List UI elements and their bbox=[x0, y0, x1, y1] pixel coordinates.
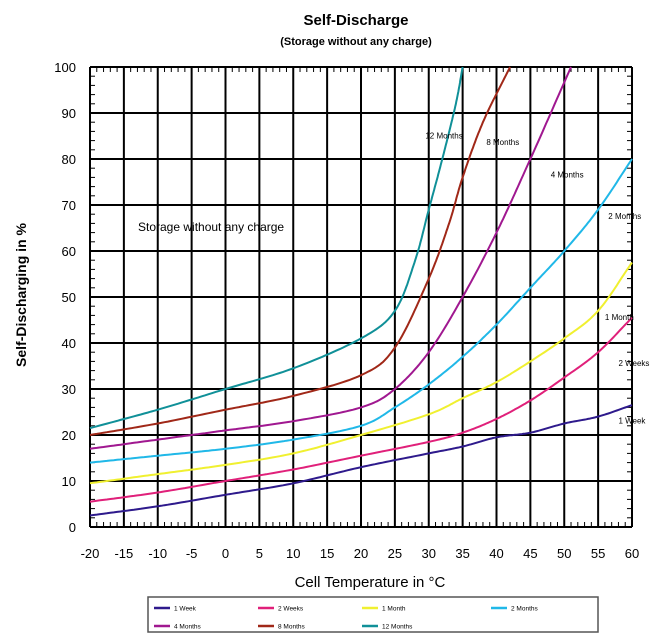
legend-entry-1-month: 1 Month bbox=[382, 606, 406, 613]
grid bbox=[89, 66, 633, 528]
chart-subtitle: (Storage without any charge) bbox=[280, 36, 432, 48]
x-tick-label: 10 bbox=[286, 546, 300, 561]
y-tick-label: 40 bbox=[62, 336, 76, 351]
y-tick-labels: 0 10 20 30 40 50 60 70 80 90 100 bbox=[54, 60, 76, 535]
x-tick-label: 30 bbox=[422, 546, 436, 561]
curve-label-12-months: 12 Months bbox=[425, 131, 462, 140]
x-tick-label: 20 bbox=[354, 546, 368, 561]
y-tick-label: 90 bbox=[62, 106, 76, 121]
x-tick-label: -5 bbox=[186, 546, 198, 561]
y-tick-label: 60 bbox=[62, 244, 76, 259]
y-tick-label: 0 bbox=[69, 520, 76, 535]
y-tick-label: 10 bbox=[62, 474, 76, 489]
x-tick-label: 50 bbox=[557, 546, 571, 561]
series-line-8-months bbox=[89, 66, 511, 436]
legend-entry-8-months: 8 Months bbox=[278, 624, 305, 631]
legend-entry-2-weeks: 2 Weeks bbox=[278, 606, 304, 613]
x-axis-label: Cell Temperature in °C bbox=[295, 574, 446, 591]
legend-entry-1-week: 1 Week bbox=[174, 606, 197, 613]
x-tick-label: 0 bbox=[222, 546, 229, 561]
curve-label-1-month: 1 Month bbox=[605, 313, 634, 322]
x-tick-label: 60 bbox=[625, 546, 639, 561]
series-line-2-weeks bbox=[89, 316, 633, 503]
x-tick-label: 15 bbox=[320, 546, 334, 561]
curve-labels: 12 Months 8 Months 4 Months 2 Months 1 Month… bbox=[425, 131, 649, 425]
x-tick-label: -15 bbox=[114, 546, 133, 561]
legend-entry-12-months: 12 Months bbox=[382, 624, 413, 631]
x-tick-label: 25 bbox=[388, 546, 402, 561]
y-tick-label: 100 bbox=[54, 60, 76, 75]
series-line-1-month bbox=[89, 261, 633, 485]
curve-label-2-weeks: 2 Weeks bbox=[618, 359, 649, 368]
legend: 1 Week 2 Weeks 1 Month 2 Months 4 Months 8 Mo… bbox=[147, 596, 599, 633]
x-tick-label: 45 bbox=[523, 546, 537, 561]
y-tick-label: 30 bbox=[62, 382, 76, 397]
x-tick-labels: -20 -15 -10 -5 0 5 10 15 20 25 30 35 40 45 50 55 60 bbox=[81, 546, 640, 561]
x-tick-label: 35 bbox=[455, 546, 469, 561]
x-tick-label: -10 bbox=[148, 546, 167, 561]
legend-entry-2-months: 2 Months bbox=[511, 606, 538, 613]
x-tick-label: 40 bbox=[489, 546, 503, 561]
x-tick-label: -20 bbox=[81, 546, 100, 561]
curve-label-4-months: 4 Months bbox=[551, 170, 584, 179]
storage-annotation: Storage without any charge bbox=[138, 220, 284, 234]
y-tick-label: 70 bbox=[62, 198, 76, 213]
series-line-4-months bbox=[89, 66, 572, 450]
series-line-1-week bbox=[89, 404, 633, 517]
curve-label-1-week: 1 Week bbox=[618, 417, 646, 426]
legend-entry-4-months: 4 Months bbox=[174, 624, 201, 631]
y-tick-label: 50 bbox=[62, 290, 76, 305]
series-lines bbox=[89, 66, 633, 517]
x-tick-label: 5 bbox=[256, 546, 263, 561]
chart-title: Self-Discharge bbox=[303, 12, 408, 29]
x-tick-label: 55 bbox=[591, 546, 605, 561]
series-line-2-months bbox=[89, 158, 633, 464]
curve-label-2-months: 2 Months bbox=[608, 212, 641, 221]
y-tick-label: 20 bbox=[62, 428, 76, 443]
curve-label-8-months: 8 Months bbox=[486, 138, 519, 147]
series-line-12-months bbox=[89, 66, 464, 430]
y-axis-label: Self-Discharging in % bbox=[13, 222, 29, 366]
y-tick-label: 80 bbox=[62, 152, 76, 167]
